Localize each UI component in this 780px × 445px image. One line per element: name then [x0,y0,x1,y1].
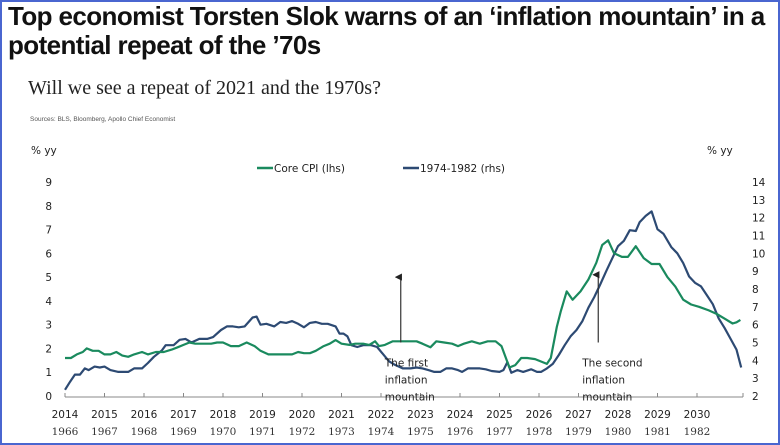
y-right-tick-label: 7 [752,302,759,314]
x-tick-label-secondary: 1975 [407,426,434,438]
x-tick-label-primary: 2027 [565,409,592,421]
y-right-tick-label: 3 [752,373,759,385]
x-tick-label-primary: 2028 [605,409,632,421]
y-left-tick-label: 5 [45,272,52,284]
x-tick-label-secondary: 1971 [249,426,276,438]
x-tick-label-primary: 2022 [368,409,395,421]
x-tick-label-secondary: 1980 [605,426,632,438]
y-right-tick-label: 11 [752,231,765,243]
x-tick-label-primary: 2014 [52,409,79,421]
y-right-tick-label: 10 [752,248,765,260]
x-tick-label-secondary: 1978 [526,426,553,438]
y-right-axis-label: % yy [707,145,733,157]
y-left-tick-label: 6 [45,248,52,260]
y-left-tick-label: 0 [45,391,52,403]
x-tick-label-secondary: 1969 [170,426,197,438]
x-tick-label-secondary: 1968 [131,426,158,438]
y-right-tick-label: 8 [752,284,759,296]
annotation-text: mountain [582,392,632,404]
y-right-tick-label: 9 [752,266,759,278]
x-tick-label-primary: 2016 [131,409,158,421]
chart-title: Will we see a repeat of 2021 and the 197… [28,77,381,99]
y-left-tick-label: 8 [45,201,52,213]
chart-source: Sources: BLS, Bloomberg, Apollo Chief Ec… [30,116,176,123]
x-tick-label-secondary: 1973 [328,426,355,438]
legend-label-1974-1982: 1974-1982 (rhs) [420,163,505,175]
legend-label-core-cpi: Core CPI (lhs) [274,163,345,175]
article-headline: Top economist Torsten Slok warns of an ‘… [8,1,765,60]
x-tick-label-secondary: 1977 [486,426,513,438]
x-tick-label-primary: 2020 [289,409,316,421]
x-tick-label-primary: 2026 [526,409,553,421]
x-tick-label-secondary: 1981 [644,426,671,438]
y-left-tick-label: 3 [45,320,52,332]
y-right-tick-label: 4 [752,355,759,367]
x-tick-label-primary: 2030 [684,409,711,421]
y-left-tick-label: 2 [45,343,52,355]
annotation-text: inflation [385,375,428,387]
series-line-core-cpi [65,239,741,369]
y-right-tick-label: 14 [752,177,766,189]
y-left-axis-label: % yy [31,145,57,157]
annotation-text: inflation [582,375,625,387]
x-tick-label-secondary: 1976 [447,426,474,438]
x-tick-label-primary: 2024 [447,409,474,421]
x-tick-label-primary: 2019 [249,409,276,421]
legend: Core CPI (lhs) 1974-1982 (rhs) [257,163,505,175]
y-right-tick-label: 6 [752,320,759,332]
y-left-tick-label: 1 [45,367,52,379]
annotation-text: The second [581,358,642,370]
x-tick-label-secondary: 1967 [91,426,118,438]
y-left-tick-label: 9 [45,177,52,189]
y-right-tick-label: 2 [752,391,759,403]
series-line-1974-1982 [64,210,743,391]
x-tick-label-secondary: 1966 [52,426,79,438]
x-tick-label-primary: 2018 [210,409,237,421]
x-tick-label-primary: 2015 [91,409,118,421]
y-right-tick-label: 13 [752,195,765,207]
x-tick-label-primary: 2017 [170,409,197,421]
annotation-text: The first [384,358,428,370]
x-tick-label-primary: 2023 [407,409,434,421]
x-tick-label-primary: 2029 [644,409,671,421]
x-tick-label-secondary: 1970 [210,426,237,438]
x-tick-label-secondary: 1974 [368,426,395,438]
x-tick-label-primary: 2021 [328,409,355,421]
x-tick-label-secondary: 1972 [289,426,316,438]
annotation-text: mountain [385,392,435,404]
x-tick-label-primary: 2025 [486,409,513,421]
y-right-tick-label: 12 [752,213,765,225]
y-right-tick-label: 5 [752,338,759,350]
y-left-tick-label: 7 [45,225,52,237]
x-tick-label-secondary: 1979 [565,426,592,438]
annotations: The first inflation mountain The second infl… [384,271,643,404]
series-lines [64,210,743,391]
axes: 0123456789234567891011121314201419662015… [45,177,765,438]
y-left-tick-label: 4 [45,296,52,308]
x-tick-label-secondary: 1982 [684,426,711,438]
